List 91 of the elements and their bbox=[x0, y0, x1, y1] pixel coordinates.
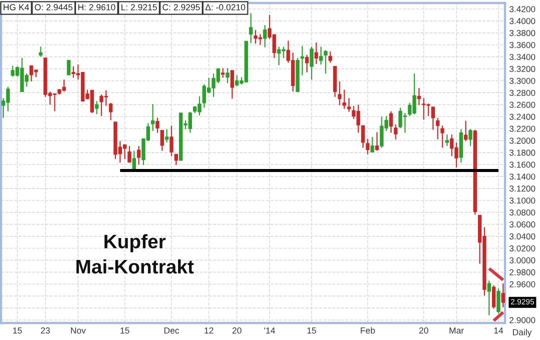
candlestick bbox=[230, 70, 234, 100]
y-tick-label: 3.1000 bbox=[509, 197, 536, 204]
candlestick bbox=[300, 46, 304, 76]
y-tick-label: 3.1600 bbox=[509, 162, 536, 168]
annotation: L: 2.9215 bbox=[121, 4, 157, 10]
candlestick bbox=[496, 288, 500, 314]
candlestick bbox=[156, 117, 160, 134]
candlestick bbox=[487, 280, 491, 316]
x-tick-label: Mar bbox=[450, 327, 464, 334]
candlestick bbox=[38, 46, 43, 58]
y-tick-label: 3.2400 bbox=[509, 114, 536, 120]
x-tick-label: Feb bbox=[360, 327, 375, 334]
candlestick bbox=[389, 110, 393, 134]
y-tick-label: 3.3200 bbox=[509, 66, 536, 72]
candlestick bbox=[366, 138, 370, 155]
y-tick-label: 3.3600 bbox=[509, 42, 536, 48]
candlestick bbox=[319, 46, 323, 66]
candlestick bbox=[249, 12, 253, 44]
y-tick-label: 3.1200 bbox=[509, 186, 536, 192]
x-tick-label: Dec bbox=[164, 327, 180, 334]
y-tick-label: 3.4200 bbox=[509, 6, 536, 12]
x-tick-label: 12 bbox=[204, 327, 214, 334]
candlestick bbox=[263, 24, 267, 48]
candlestick bbox=[328, 50, 332, 64]
y-tick-label: 3.3800 bbox=[509, 30, 536, 36]
candlestick bbox=[324, 50, 328, 74]
annotation: H: 2.9610 bbox=[78, 4, 116, 10]
y-tick-label: 3.2000 bbox=[509, 138, 536, 144]
y-tick-label: 3.3400 bbox=[509, 54, 536, 60]
candlestick bbox=[431, 106, 435, 130]
candlestick bbox=[394, 124, 398, 140]
annotation: O: 2.9445 bbox=[34, 4, 72, 10]
y-tick-label: 2.9600 bbox=[510, 281, 536, 288]
y-tick-label: 3.2200 bbox=[509, 126, 536, 132]
candlestick bbox=[314, 42, 318, 65]
x-tick-label: 14 bbox=[494, 327, 504, 334]
annotation: Δ: -0.0210 bbox=[205, 4, 246, 10]
y-tick-label: 3.2600 bbox=[509, 102, 536, 108]
candlestick bbox=[417, 87, 421, 106]
x-tick-label: 15 bbox=[13, 327, 22, 334]
text: Daily bbox=[512, 328, 532, 338]
x-tick-label: '14 bbox=[264, 327, 276, 334]
candlestick bbox=[221, 68, 225, 78]
candlestick bbox=[440, 125, 444, 148]
candlestick bbox=[10, 65, 15, 78]
candlestick bbox=[501, 282, 505, 308]
candlestick bbox=[468, 128, 472, 147]
candlestick bbox=[436, 117, 440, 140]
x-tick-label: 20 bbox=[419, 327, 428, 334]
candlestick bbox=[174, 154, 178, 166]
candlestick bbox=[66, 59, 71, 76]
candlestick bbox=[202, 84, 206, 108]
x-tick-label: Nov bbox=[71, 327, 86, 334]
text: Kupfer Mai-Kontrakt bbox=[76, 234, 194, 274]
y-tick-label: 3.0800 bbox=[509, 209, 536, 216]
candlestick bbox=[108, 102, 113, 121]
y-tick-label: 3.0200 bbox=[509, 245, 536, 252]
annotation: HG K4 bbox=[4, 4, 29, 10]
y-tick-label: 3.0400 bbox=[509, 233, 536, 240]
candlestick bbox=[305, 54, 309, 73]
candlestick bbox=[310, 46, 314, 80]
candlestick bbox=[370, 136, 374, 154]
x-tick-label: 15 bbox=[120, 327, 130, 334]
candlestick bbox=[338, 80, 342, 106]
candlestick bbox=[492, 284, 496, 310]
candlestick bbox=[136, 145, 141, 166]
candlestick bbox=[164, 128, 169, 143]
y-tick-label: 3.0000 bbox=[509, 257, 536, 264]
x-tick-label: 23 bbox=[40, 327, 50, 334]
candlestick bbox=[347, 98, 351, 112]
y-tick-label: 3.0600 bbox=[509, 221, 536, 228]
candlestick bbox=[170, 125, 174, 157]
y-tick-label: 2.9000 bbox=[510, 317, 536, 324]
candlestick bbox=[150, 104, 155, 132]
y-tick-label: 3.1800 bbox=[509, 150, 536, 156]
x-tick-label: 15 bbox=[307, 327, 316, 334]
y-tick-label: 2.9800 bbox=[510, 269, 536, 276]
y-tick-label: 3.2800 bbox=[509, 90, 536, 96]
candlestick bbox=[160, 130, 164, 152]
y-tick-label: 3.3000 bbox=[509, 78, 536, 84]
candlestick bbox=[380, 116, 384, 148]
x-tick-label: 20 bbox=[232, 327, 242, 334]
y-tick-label: 3.1400 bbox=[509, 174, 536, 180]
annotation: C: 2.9295 bbox=[162, 4, 200, 10]
candlestick bbox=[128, 145, 132, 164]
candlestick bbox=[445, 134, 449, 147]
candlestick bbox=[342, 89, 346, 110]
candlestick bbox=[226, 68, 230, 84]
y-tick-label: 3.4000 bbox=[509, 18, 536, 24]
candlestick bbox=[464, 120, 468, 142]
candlestick bbox=[375, 132, 379, 152]
